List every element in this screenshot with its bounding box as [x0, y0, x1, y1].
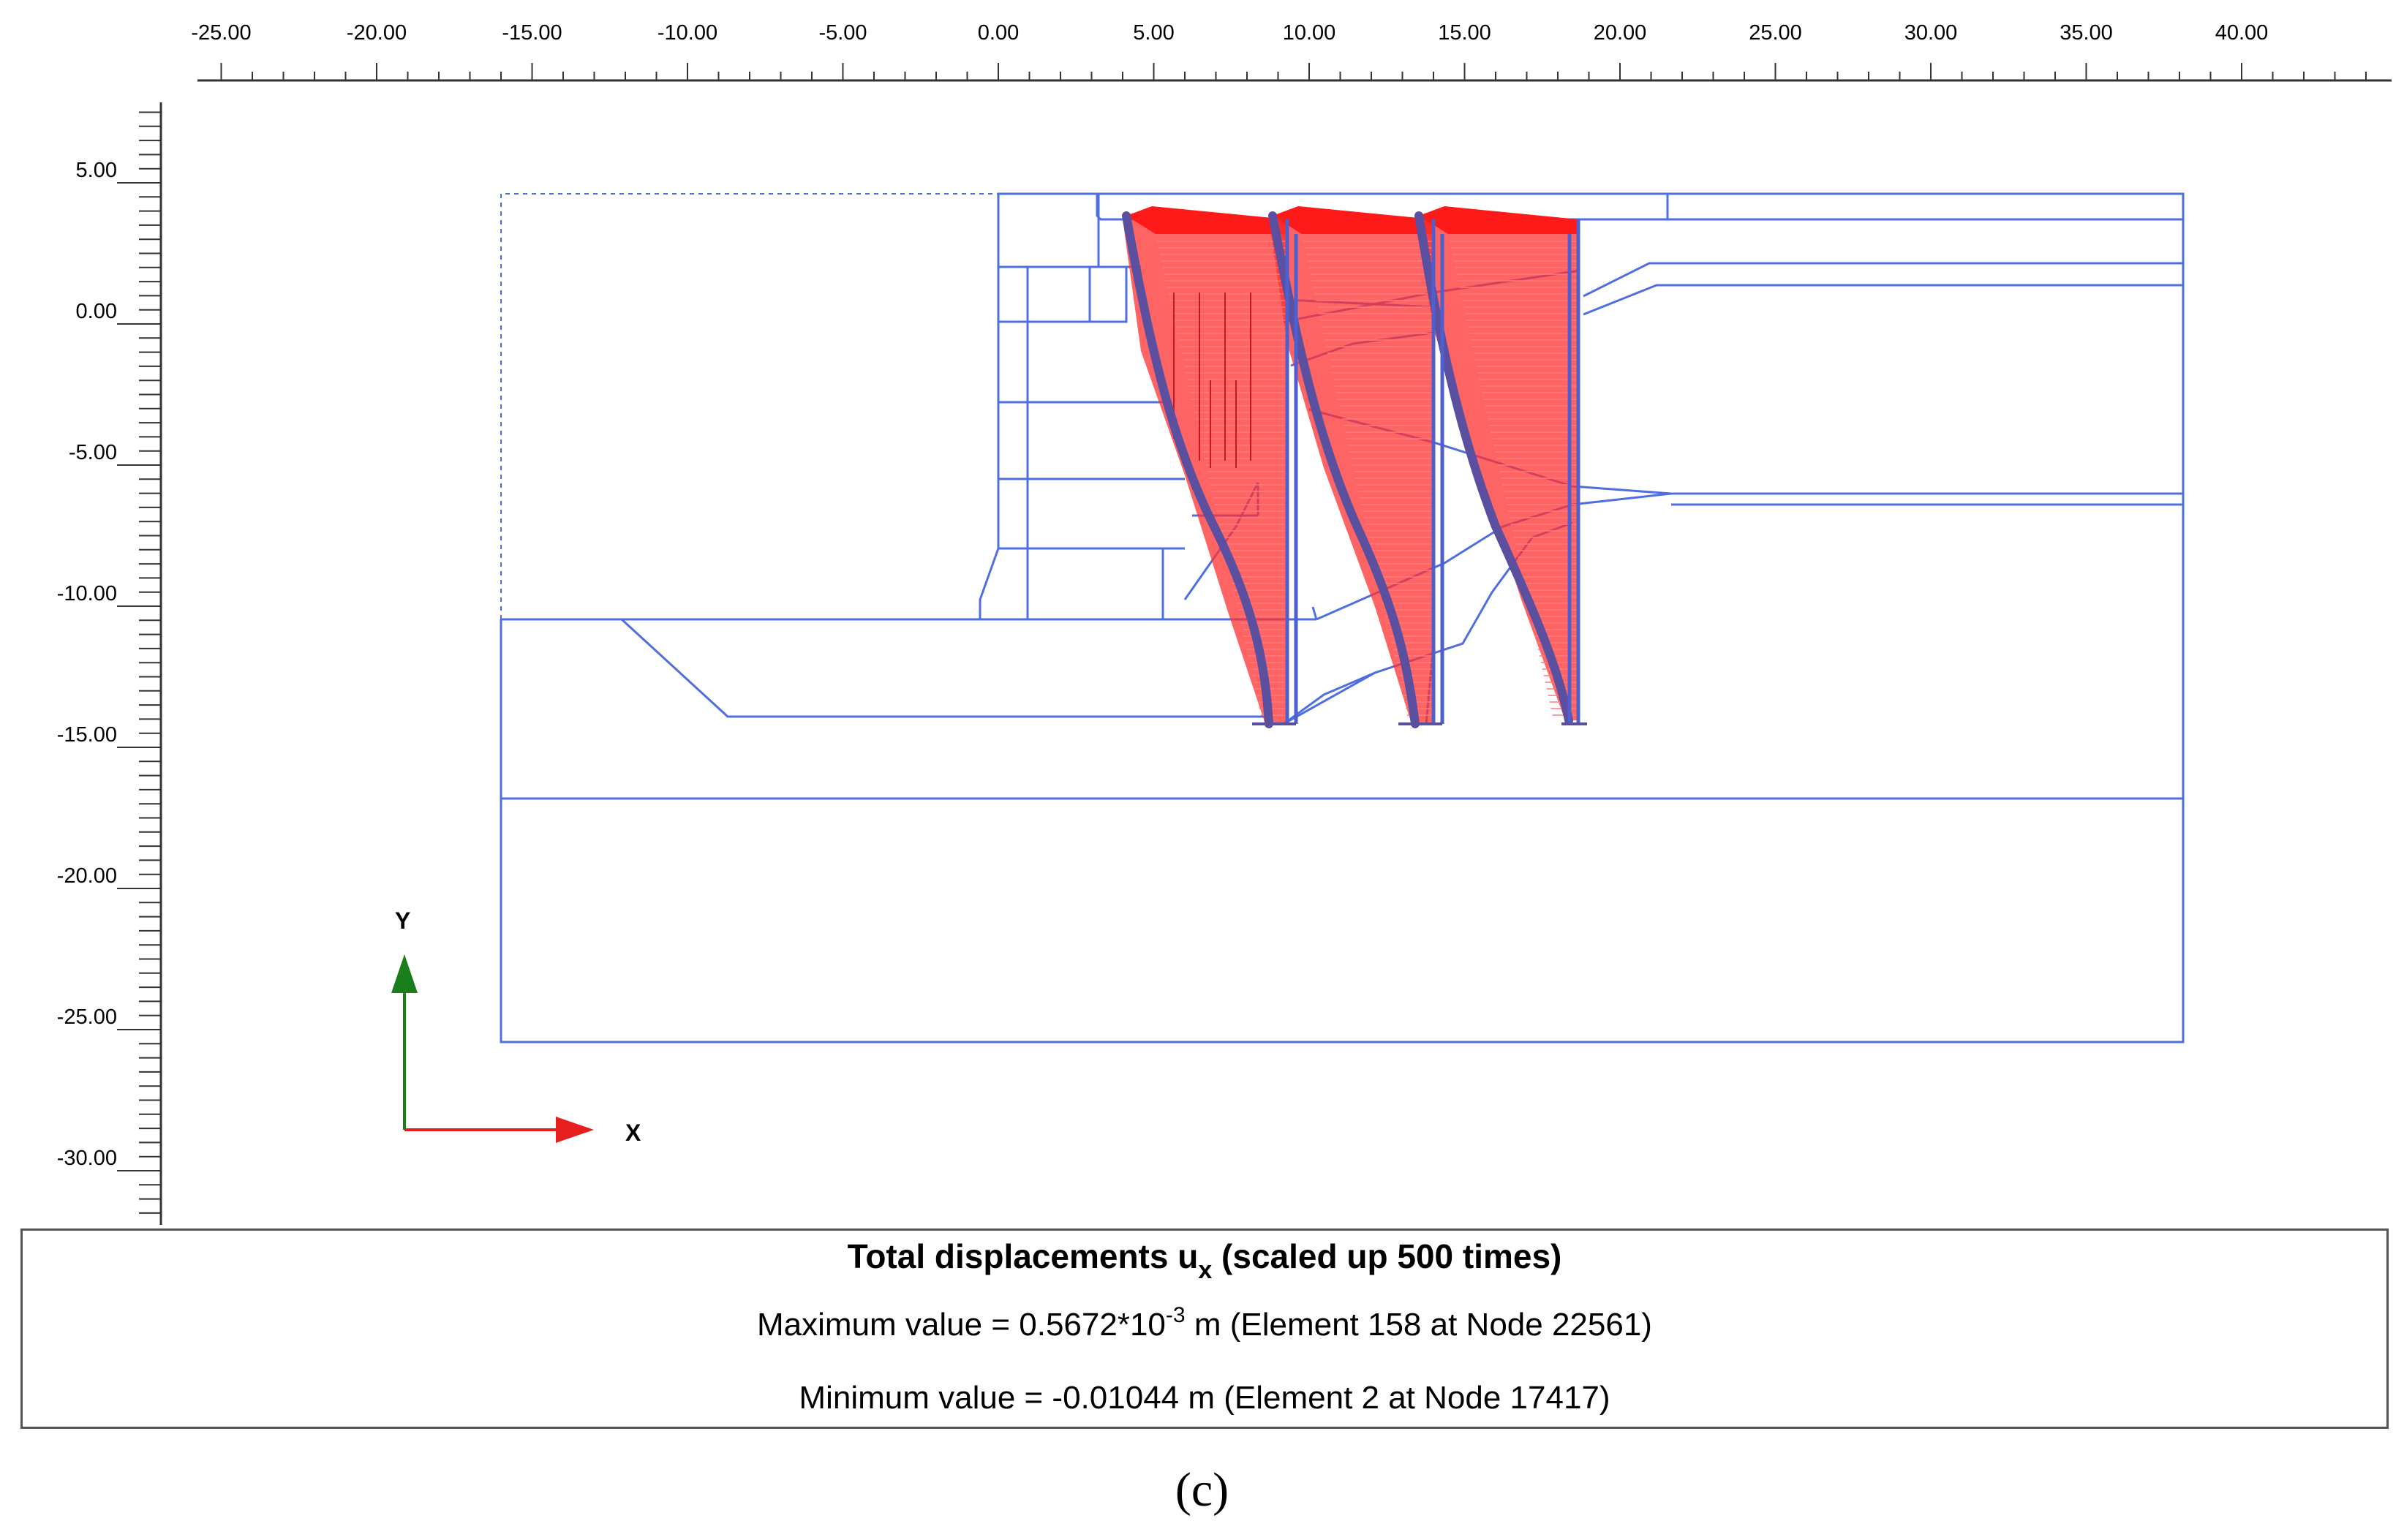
- geometry-mesh: [500, 192, 2185, 1043]
- info-minimum: Minimum value = -0.01044 m (Element 2 at…: [799, 1380, 1610, 1416]
- y-arrow-head: [391, 954, 418, 993]
- y-tick-label: 0.00: [76, 300, 117, 323]
- info-max-prefix: Maximum value = 0.5672*10: [757, 1307, 1166, 1343]
- x-tick-label: -10.00: [657, 21, 717, 45]
- x-tick-label: 0.00: [978, 21, 1019, 45]
- displacement-field-wall-3: [1415, 219, 1578, 720]
- layer-fill-2: [1583, 284, 2183, 316]
- layer-fill-1: [1583, 262, 2183, 298]
- info-max-exponent: -3: [1165, 1303, 1186, 1327]
- displacement-diagrams: [1123, 206, 1578, 724]
- cap-beam: [1096, 194, 1669, 221]
- deformed-walls: [1122, 211, 1573, 728]
- x-tick-label: 10.00: [1283, 21, 1336, 45]
- y-tick-label: 5.00: [76, 159, 117, 182]
- x-tick-label: -25.00: [191, 21, 251, 45]
- y-tick-label: -20.00: [57, 864, 117, 888]
- x-tick-label: 40.00: [2215, 21, 2269, 45]
- quay-wall-face: [979, 267, 1000, 619]
- info-title-rest: (scaled up 500 times): [1212, 1237, 1562, 1275]
- left-ruler-minor-ticks: [139, 111, 161, 1214]
- x-tick-label: -20.00: [347, 21, 407, 45]
- displacement-head-wall-3: [1419, 206, 1578, 234]
- deformed-wall-2: [1268, 211, 1420, 728]
- deformed-wall-1: [1122, 211, 1273, 728]
- info-max-suffix: m (Element 158 at Node 22561): [1185, 1307, 1652, 1343]
- displacement-hatching: [1156, 241, 1578, 716]
- triad-x-label: X: [625, 1120, 641, 1146]
- info-maximum: Maximum value = 0.5672*10-3 m (Element 1…: [23, 1303, 2386, 1343]
- top-ruler-major-ticks: -25.00 -20.00 -15.00 -10.00 -5.00 0.00 5.00 10.…: [191, 21, 2268, 80]
- y-tick-label: -30.00: [57, 1147, 117, 1170]
- model-canvas: -25.00 -20.00 -15.00 -10.00 -5.00 0.00 5.00 10.…: [57, 21, 2392, 1225]
- x-tick-label: -15.00: [502, 21, 562, 45]
- info-title-main: Total displacements u: [847, 1237, 1199, 1275]
- x-tick-label: 20.00: [1594, 21, 1647, 45]
- x-tick-label: 25.00: [1749, 21, 1802, 45]
- coordinate-triad: Y X: [391, 907, 641, 1146]
- x-arrow-head: [556, 1117, 594, 1143]
- triad-y-label: Y: [395, 907, 410, 934]
- x-tick-label: 35.00: [2060, 21, 2113, 45]
- y-tick-label: -10.00: [57, 582, 117, 605]
- x-tick-label: 15.00: [1438, 21, 1491, 45]
- y-tick-label: -15.00: [57, 723, 117, 747]
- x-tick-label: 5.00: [1133, 21, 1174, 45]
- quay-block-top: [997, 192, 1100, 268]
- displacement-head-wall-2: [1273, 206, 1433, 234]
- excavated-outline-dashed: [500, 193, 998, 619]
- y-tick-label: -25.00: [57, 1005, 117, 1029]
- displacement-field-wall-2: [1269, 219, 1433, 724]
- original-walls: [1285, 219, 1580, 724]
- y-tick-label: -5.00: [69, 441, 117, 464]
- soil-layer-boundary-mid: [1316, 492, 2183, 621]
- top-ruler-minor-ticks: [252, 72, 2367, 80]
- info-title: Total displacements ux (scaled up 500 ti…: [23, 1237, 2386, 1284]
- left-ruler-major-ticks: 5.00 0.00 -5.00 -10.00 -15.00 -20.00 -25.00 -30…: [57, 159, 161, 1171]
- figure-caption: (c): [1175, 1463, 1229, 1517]
- x-tick-label: -5.00: [818, 21, 867, 45]
- x-tick-label: 30.00: [1904, 21, 1958, 45]
- excavation-slope: [501, 618, 1273, 718]
- legend-info-box: Total displacements ux (scaled up 500 ti…: [20, 1228, 2389, 1429]
- deformed-wall-3: [1414, 211, 1573, 725]
- info-title-subscript: x: [1198, 1256, 1213, 1284]
- displacement-head-wall-1: [1126, 206, 1287, 234]
